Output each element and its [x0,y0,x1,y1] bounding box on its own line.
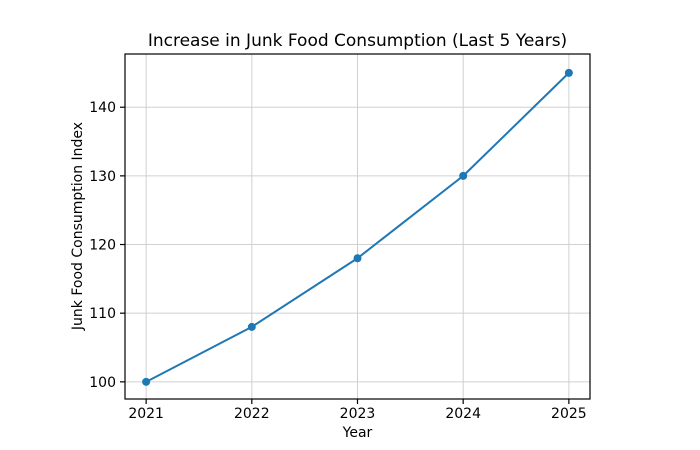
x-tick-label: 2024 [445,406,481,422]
x-axis-label: Year [342,425,373,441]
y-tick-label: 120 [89,238,116,254]
y-tick-label: 130 [89,169,116,185]
x-tick-label: 2023 [340,406,376,422]
chart-title: Increase in Junk Food Consumption (Last … [148,31,567,51]
y-tick-label: 140 [89,100,116,116]
grid-layer [125,54,590,399]
data-series-layer [142,68,573,386]
x-tick-label: 2022 [234,406,270,422]
data-point-marker [353,254,362,263]
y-tick-label: 100 [89,375,116,391]
data-point-marker [564,68,573,77]
data-point-marker [142,377,151,386]
y-axis-label: Junk Food Consumption Index [70,122,86,331]
x-tick-label: 2025 [551,406,587,422]
data-point-marker [247,322,256,331]
y-tick-label: 110 [89,306,116,322]
tick-layer: 2021 2022 2023 2024 2025 100 110 120 130 140 [89,100,586,422]
data-point-marker [459,171,468,180]
x-tick-label: 2021 [128,406,164,422]
